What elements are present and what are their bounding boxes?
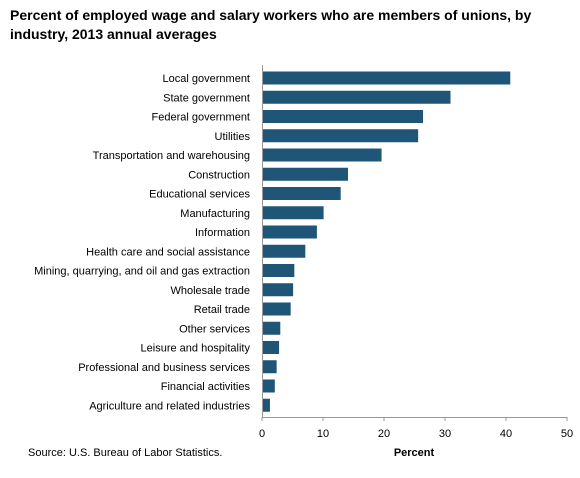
x-tick-label-1: 10: [317, 428, 329, 440]
category-label-10: Mining, quarrying, and oil and gas extra…: [34, 266, 250, 278]
category-label-9: Health care and social assistance: [86, 246, 250, 258]
category-label-17: Agriculture and related industries: [89, 400, 250, 412]
category-label-14: Leisure and hospitality: [141, 343, 251, 355]
bar-16: [262, 379, 275, 393]
category-label-15: Professional and business services: [78, 362, 250, 374]
category-label-11: Wholesale trade: [171, 285, 251, 297]
bar-2: [262, 110, 424, 123]
bar-10: [262, 264, 295, 277]
category-label-5: Construction: [188, 169, 250, 181]
bar-7: [262, 206, 324, 220]
bar-9: [262, 244, 306, 258]
x-tick-label-3: 30: [439, 428, 451, 440]
bar-0: [262, 71, 511, 85]
category-label-6: Educational services: [149, 189, 250, 201]
x-tick-label-5: 50: [561, 428, 573, 440]
category-label-1: State government: [163, 92, 250, 104]
bar-4: [262, 148, 382, 162]
category-label-4: Transportation and warehousing: [93, 150, 250, 162]
category-label-16: Financial activities: [161, 381, 251, 393]
x-axis: 0 10 20 30 40 50: [259, 65, 573, 440]
bar-1: [262, 90, 451, 104]
bar-8: [262, 225, 317, 239]
bar-14: [262, 341, 280, 354]
source-note: Source: U.S. Bureau of Labor Statistics.: [28, 447, 223, 459]
bar-6: [262, 187, 341, 200]
chart-title: Percent of employed wage and salary work…: [10, 7, 532, 42]
bars-layer: [262, 71, 511, 412]
x-axis-title: Percent: [393, 447, 435, 459]
bar-15: [262, 360, 277, 374]
bar-5: [262, 167, 349, 181]
category-label-0: Local government: [163, 73, 250, 85]
bar-13: [262, 321, 281, 335]
category-labels: Local government State government Federal …: [34, 73, 250, 412]
x-tick-label-2: 20: [378, 428, 390, 440]
x-tick-label-0: 0: [259, 428, 265, 440]
category-label-2: Federal government: [152, 112, 250, 124]
bar-17: [262, 398, 270, 412]
category-label-8: Information: [195, 227, 250, 239]
bar-11: [262, 283, 294, 297]
category-label-7: Manufacturing: [180, 208, 250, 220]
category-label-3: Utilities: [215, 131, 251, 143]
category-label-13: Other services: [179, 323, 250, 335]
bar-12: [262, 302, 291, 316]
x-tick-label-4: 40: [500, 428, 512, 440]
bar-3: [262, 129, 419, 143]
category-label-12: Retail trade: [194, 304, 250, 316]
